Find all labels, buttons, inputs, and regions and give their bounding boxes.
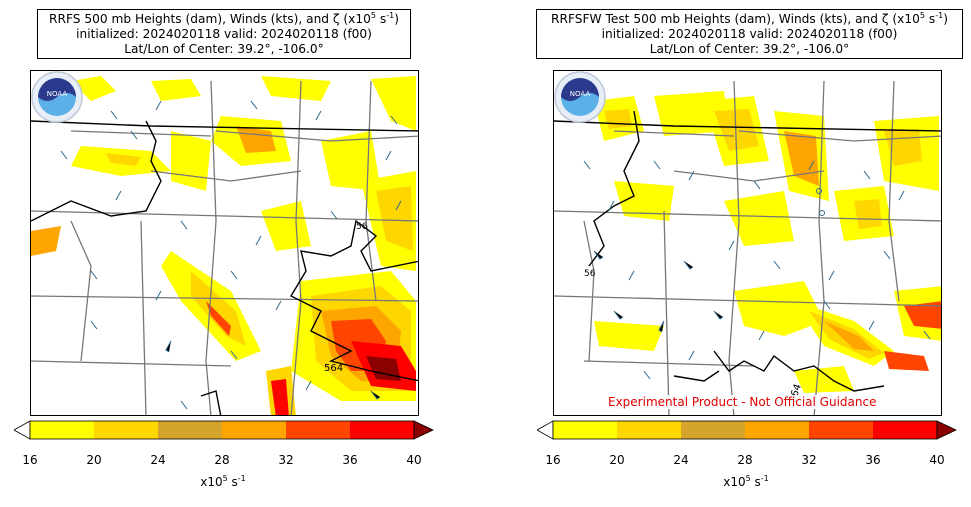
title-line-1: RRFSFW Test 500 mb Heights (dam), Winds … bbox=[540, 10, 959, 27]
unit-exponent: 5 bbox=[745, 474, 751, 483]
noaa-logo: NOAA bbox=[31, 71, 83, 123]
colorbar-tick: 20 bbox=[609, 453, 625, 467]
contour-label-top: 56 bbox=[584, 269, 596, 279]
unit-mid: s bbox=[750, 475, 761, 489]
vorticity-shading bbox=[31, 76, 416, 415]
title-unit: s bbox=[924, 12, 936, 26]
vorticity-shading bbox=[594, 91, 941, 393]
contour-label: 564 bbox=[324, 363, 343, 374]
colorbar-ticks: 16 20 24 28 32 36 40 bbox=[22, 453, 421, 469]
wind-barbs bbox=[583, 160, 931, 380]
contour-label-top: 56 bbox=[356, 222, 368, 232]
colorbar-tick: 28 bbox=[737, 453, 753, 467]
country-boundaries bbox=[31, 120, 418, 415]
colorbar-bins bbox=[553, 421, 937, 439]
colorbar-extend-min bbox=[14, 420, 31, 440]
title-line-2: initialized: 2024020118 valid: 202402011… bbox=[76, 27, 372, 41]
title-exponent: 5 bbox=[919, 10, 925, 20]
vorticity-map[interactable]: 564 56 NOAA bbox=[30, 70, 419, 416]
map-title: RRFS 500 mb Heights (dam), Winds (kts), … bbox=[37, 9, 411, 59]
colorbar-tick: 40 bbox=[929, 453, 945, 467]
colorbar-tick: 24 bbox=[673, 453, 689, 467]
colorbar-extend-max bbox=[936, 420, 957, 440]
map-title: RRFSFW Test 500 mb Heights (dam), Winds … bbox=[536, 9, 963, 59]
colorbar-tick: 32 bbox=[278, 453, 294, 467]
unit-exponent-2: -1 bbox=[237, 474, 246, 483]
colorbar-ticks: 16 20 24 28 32 36 40 bbox=[545, 453, 944, 469]
country-boundaries bbox=[554, 110, 941, 392]
panel-rrfs: RRFS 500 mb Heights (dam), Winds (kts), … bbox=[0, 0, 460, 507]
title-text: RRFSFW Test 500 mb Heights (dam), Winds … bbox=[551, 12, 920, 26]
colorbar-tick: 40 bbox=[406, 453, 422, 467]
unit-exponent-2: -1 bbox=[760, 474, 769, 483]
title-line-1: RRFS 500 mb Heights (dam), Winds (kts), … bbox=[41, 10, 407, 27]
title-text: RRFS 500 mb Heights (dam), Winds (kts), … bbox=[49, 12, 371, 26]
colorbar-tick: 24 bbox=[150, 453, 166, 467]
unit-text: x10 bbox=[200, 475, 223, 489]
colorbar-unit: x105 s-1 bbox=[553, 474, 939, 489]
colorbar-extend-min bbox=[537, 420, 554, 440]
colorbar-tick: 16 bbox=[22, 453, 38, 467]
title-line-2: initialized: 2024020118 valid: 202402011… bbox=[601, 27, 898, 41]
wind-barbs bbox=[60, 90, 402, 410]
noaa-logo: NOAA bbox=[554, 71, 606, 123]
disclaimer-text: Experimental Product - Not Official Guid… bbox=[606, 395, 879, 409]
panel-rrfsfw: RRFSFW Test 500 mb Heights (dam), Winds … bbox=[523, 0, 971, 507]
title-line-3: Lat/Lon of Center: 39.2°, -106.0° bbox=[124, 42, 324, 56]
map-graphic: 564 56 bbox=[31, 76, 418, 415]
title-close: ) bbox=[394, 12, 399, 26]
title-exponent: 5 bbox=[370, 10, 376, 20]
map-graphic: 56 564 bbox=[554, 80, 941, 415]
colorbar-tick: 20 bbox=[86, 453, 102, 467]
colorbar-unit: x105 s-1 bbox=[30, 474, 416, 489]
vorticity-map[interactable]: 56 564 NOAA Experimental Product - Not O… bbox=[553, 70, 942, 416]
colorbar bbox=[14, 420, 434, 440]
unit-exponent: 5 bbox=[222, 474, 228, 483]
colorbar bbox=[537, 420, 957, 440]
title-unit: s bbox=[376, 12, 387, 26]
colorbar-tick: 32 bbox=[801, 453, 817, 467]
title-close: ) bbox=[943, 12, 948, 26]
colorbar-tick: 28 bbox=[214, 453, 230, 467]
unit-mid: s bbox=[227, 475, 238, 489]
colorbar-tick: 36 bbox=[865, 453, 881, 467]
colorbar-extend-max bbox=[413, 420, 434, 440]
noaa-logo-text: NOAA bbox=[47, 90, 68, 98]
colorbar-tick: 36 bbox=[342, 453, 358, 467]
colorbar-tick: 16 bbox=[545, 453, 561, 467]
state-boundaries bbox=[31, 80, 418, 415]
state-boundaries bbox=[554, 80, 941, 415]
noaa-logo-text: NOAA bbox=[570, 90, 591, 98]
unit-text: x10 bbox=[723, 475, 746, 489]
title-unit-exponent: -1 bbox=[935, 10, 944, 20]
wind-calm-marker bbox=[819, 210, 825, 216]
title-unit-exponent: -1 bbox=[386, 10, 395, 20]
title-line-3: Lat/Lon of Center: 39.2°, -106.0° bbox=[649, 42, 850, 56]
wind-calm-marker bbox=[816, 188, 822, 194]
colorbar-bins bbox=[30, 421, 414, 439]
